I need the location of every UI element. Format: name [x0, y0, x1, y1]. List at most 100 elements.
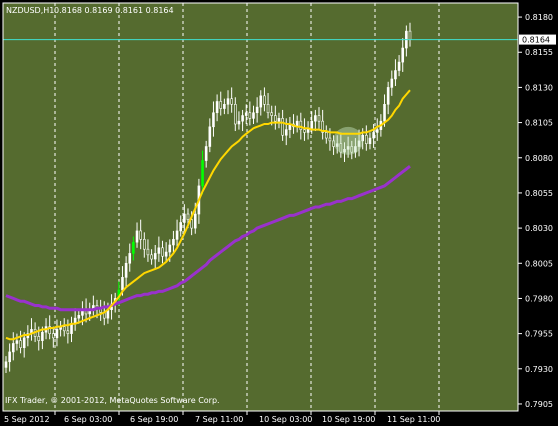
candle-body — [4, 361, 8, 368]
candle-body — [135, 230, 139, 243]
candle-body — [350, 146, 354, 153]
x-tick-label: 6 Sep 19:00 — [130, 415, 178, 424]
candle-body — [328, 137, 332, 142]
y-tick-label: 0.8005 — [525, 259, 553, 268]
candle-body — [233, 103, 237, 125]
candle-body — [168, 244, 172, 253]
candle-body — [259, 95, 263, 108]
candle-body — [346, 146, 350, 150]
candle-body — [11, 343, 15, 353]
current-price-label: 0.8164 — [522, 36, 550, 45]
y-tick-label: 0.8055 — [525, 189, 553, 198]
candle-body — [372, 132, 375, 139]
candle-body — [70, 323, 73, 334]
y-tick-label: 0.8180 — [525, 13, 553, 22]
candle-body — [212, 112, 215, 128]
x-tick-label: 11 Sep 11:00 — [387, 415, 440, 424]
candle-body — [335, 143, 339, 147]
candle-body — [143, 239, 146, 250]
y-tick-label: 0.8030 — [525, 224, 553, 233]
candle-body — [183, 213, 186, 223]
vertical-gridlines — [54, 3, 440, 411]
y-tick-label: 0.8080 — [525, 154, 553, 163]
candle-body — [128, 253, 132, 264]
candle-body — [121, 277, 124, 291]
candle-body — [303, 129, 306, 133]
candle-body — [354, 146, 357, 153]
candle-body — [361, 134, 364, 142]
candle-body — [204, 146, 208, 161]
candle-body — [172, 239, 175, 246]
candle-body — [299, 120, 303, 130]
candle-body — [208, 126, 212, 147]
candle-body — [281, 118, 284, 136]
candle-body — [150, 254, 153, 260]
candle-body — [190, 219, 193, 229]
candle-body — [22, 337, 26, 348]
x-tick-label: 6 Sep 03:00 — [64, 415, 112, 424]
candle-body — [401, 47, 405, 63]
candle-body — [161, 247, 164, 257]
candle-body — [48, 326, 51, 334]
candle-body — [146, 248, 150, 256]
x-tick-label: 10 Sep 19:00 — [322, 415, 375, 424]
candle-body — [139, 230, 142, 240]
candle-body — [317, 115, 321, 122]
candle-body — [314, 115, 317, 122]
y-tick-label: 0.7980 — [525, 294, 553, 303]
candle-body — [41, 331, 44, 341]
candle-body — [386, 87, 390, 105]
x-axis-ticks: 5 Sep 2012 6 Sep 03:00 6 Sep 19:00 7 Sep 11… — [4, 411, 440, 424]
candle-body — [219, 101, 223, 109]
header-symbol: NZDUSD,H1 — [6, 6, 54, 15]
candle-body — [368, 137, 372, 144]
candle-body — [179, 222, 183, 232]
candle-body — [66, 330, 70, 334]
candle-body — [324, 132, 328, 139]
candle-body — [321, 120, 324, 133]
candle-body — [332, 140, 335, 147]
candle-body — [266, 103, 270, 114]
candle-body — [215, 101, 219, 114]
candle-body — [248, 112, 252, 119]
x-tick-label: 7 Sep 11:00 — [195, 415, 243, 424]
candle-body — [252, 112, 255, 119]
y-axis-ticks: 0.8180 0.8155 0.8130 0.8105 0.8080 0.8055 0.80… — [518, 13, 553, 409]
candle-body — [397, 61, 401, 71]
candle-body — [52, 333, 55, 339]
plot-frame — [2, 2, 519, 412]
slow-moving-average-line — [5, 165, 411, 312]
header-ohlc: 0.8168 0.8169 0.8161 0.8164 — [54, 6, 174, 15]
candle-body — [186, 213, 190, 220]
y-tick-label: 0.7955 — [525, 330, 553, 339]
candle-body — [223, 103, 226, 109]
candle-body — [201, 160, 204, 187]
candle-body — [62, 326, 66, 332]
candle-body — [343, 149, 346, 153]
candle-body — [284, 129, 288, 136]
candle-body — [230, 98, 233, 105]
candle-body — [408, 30, 412, 40]
candle-body — [310, 120, 314, 129]
candle-body — [365, 134, 368, 144]
candle-body — [8, 351, 11, 363]
candle-body — [15, 340, 19, 344]
candle-body — [193, 213, 197, 229]
candle-body — [55, 329, 59, 339]
y-tick-label: 0.8105 — [525, 119, 553, 128]
candle-body — [394, 70, 397, 80]
candle-body — [175, 230, 179, 240]
current-price-tag — [519, 34, 556, 45]
candle-body — [375, 129, 379, 133]
candle-body — [124, 262, 128, 278]
y-tick-label: 0.8155 — [525, 48, 553, 57]
candle-body — [153, 253, 157, 260]
candle-body — [390, 78, 394, 88]
candle-body — [270, 112, 273, 116]
candle-body — [237, 120, 241, 125]
candle-body — [226, 98, 230, 105]
candle-body — [132, 241, 135, 254]
y-tick-label: 0.7905 — [525, 400, 553, 409]
